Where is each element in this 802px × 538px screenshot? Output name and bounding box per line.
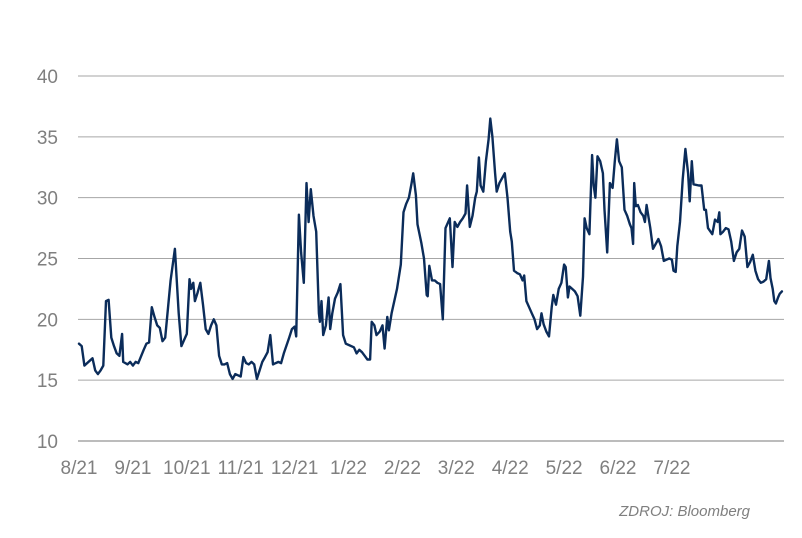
x-tick-label: 6/22: [600, 458, 637, 479]
gridlines: [78, 75, 784, 381]
y-tick-label: 30: [37, 189, 58, 210]
y-tick-label: 25: [37, 250, 58, 271]
y-tick-label: 10: [37, 432, 58, 453]
source-note: ZDROJ: Bloomberg: [619, 503, 750, 520]
y-axis-tick-labels: 10 15 20 25 30 35 40: [37, 67, 58, 453]
y-tick-label: 15: [37, 371, 58, 392]
x-tick-label: 10/21: [163, 458, 211, 479]
x-tick-label: 8/21: [61, 458, 98, 479]
x-tick-label: 1/22: [330, 458, 367, 479]
x-tick-label: 2/22: [384, 458, 421, 479]
x-tick-label: 3/22: [438, 458, 475, 479]
x-tick-label: 11/21: [218, 458, 264, 479]
x-axis-tick-labels: 8/21 9/21 10/21 11/21 12/21 1/22 2/22 3/22 4/22 5…: [61, 458, 691, 479]
x-tick-label: 7/22: [653, 458, 690, 479]
y-tick-label: 35: [37, 128, 58, 149]
y-tick-label: 20: [37, 310, 58, 331]
y-tick-label: 40: [37, 67, 58, 88]
series-line: [77, 117, 784, 381]
x-tick-label: 12/21: [271, 458, 319, 479]
x-tick-label: 5/22: [546, 458, 583, 479]
x-tick-label: 4/22: [492, 458, 529, 479]
x-tick-label: 9/21: [114, 458, 151, 479]
